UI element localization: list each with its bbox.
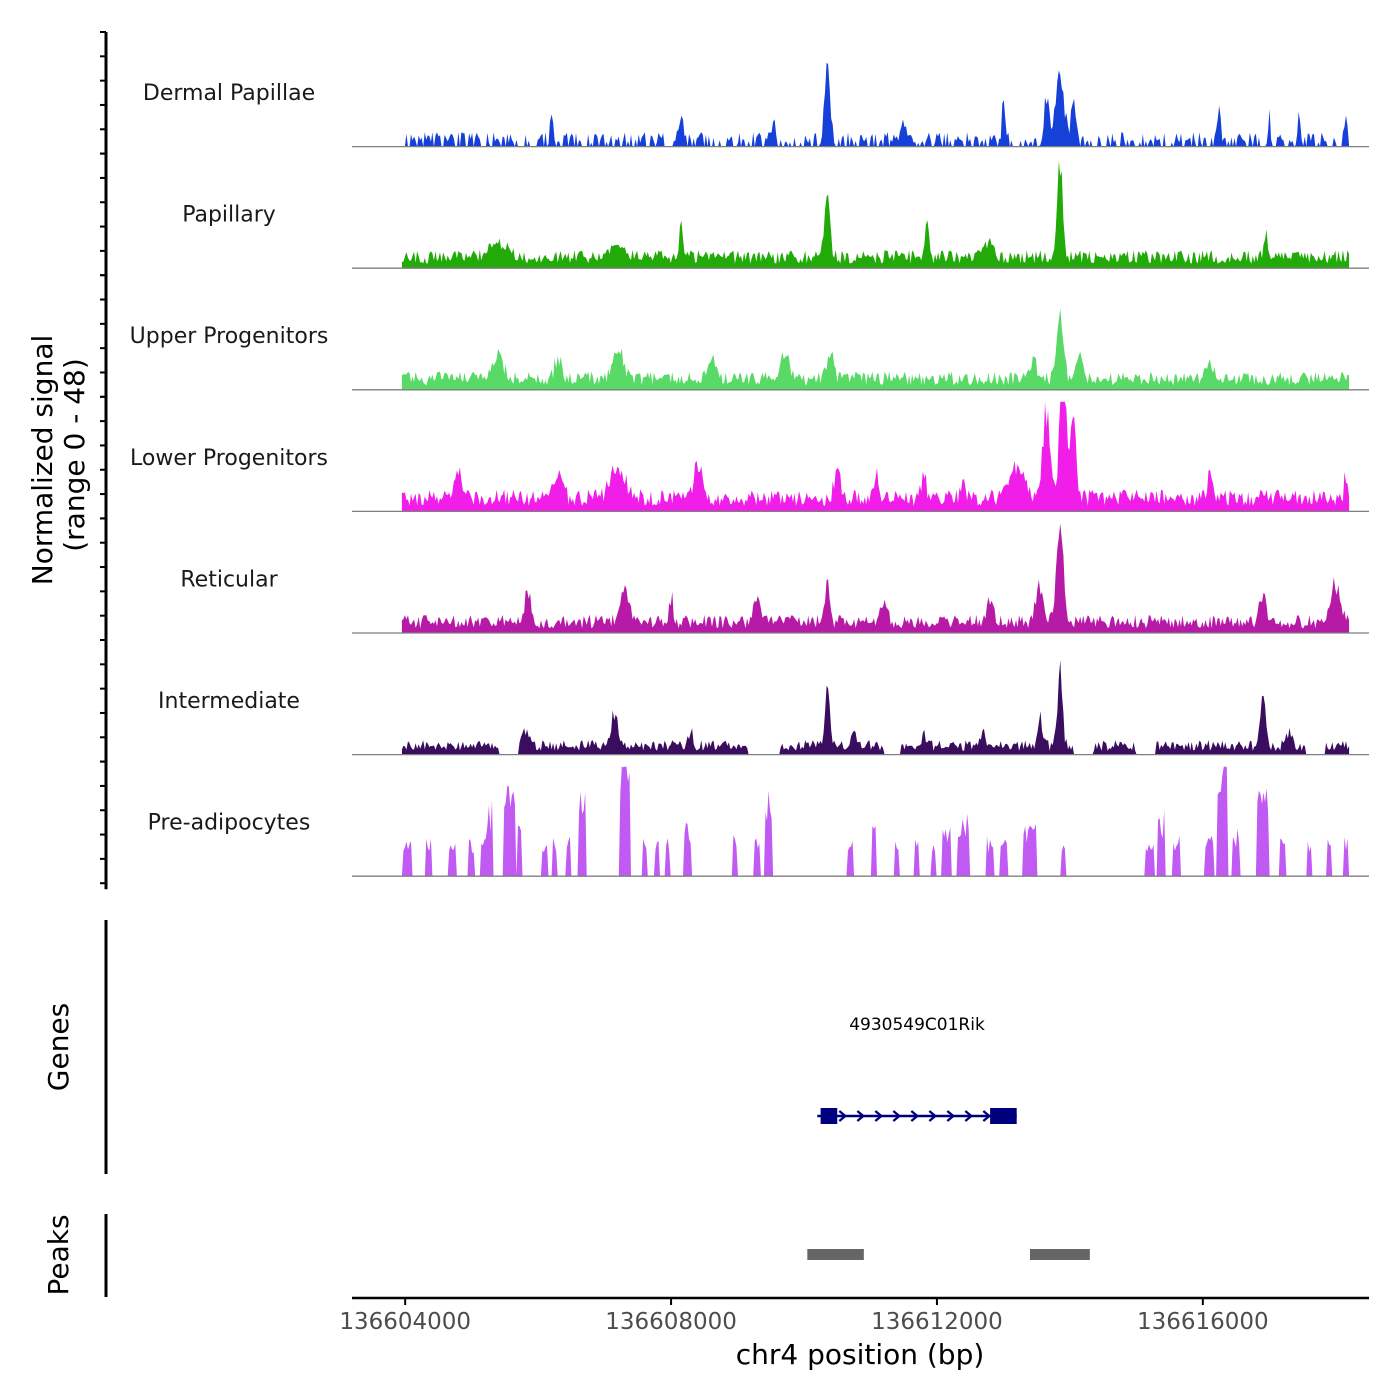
peak-region [807,1249,864,1260]
x-tick-label: 136604000 [339,1309,471,1335]
signal-area [401,401,1350,512]
x-tick-label: 136608000 [605,1309,737,1335]
gene-exon [820,1108,838,1124]
signal-area [401,308,1350,390]
track-label: Intermediate [158,689,300,714]
signal-area [401,62,1350,147]
strand-arrow [946,1110,956,1122]
track-label: Lower Progenitors [130,446,328,471]
peak-track [807,1249,1090,1260]
strand-arrow [856,1110,866,1122]
signal-area [401,523,1350,633]
track-label: Reticular [180,567,278,592]
x-tick-label: 136616000 [1137,1309,1269,1335]
x-axis-ticks: 136604000 136608000 136612000 136616000 [339,1298,1269,1335]
x-tick-label: 136612000 [871,1309,1003,1335]
strand-arrow [910,1110,920,1122]
gene-annotation-track: 4930549C01Rik [817,1015,1017,1124]
track-label: Dermal Papillae [143,81,315,106]
track-label: Upper Progenitors [130,324,329,349]
gene-exon [990,1108,1017,1124]
y-axis-range-label: (range 0 - 48) [58,358,91,552]
genes-panel-title: Genes [42,1003,75,1091]
strand-arrow [838,1110,848,1122]
peak-region [1030,1249,1090,1260]
strand-arrow [874,1110,884,1122]
track-label: Pre-adipocytes [148,811,311,836]
strand-arrow [982,1110,992,1122]
peaks-panel-title: Peaks [42,1214,75,1295]
x-axis-title: chr4 position (bp) [736,1338,985,1371]
strand-arrow [964,1110,974,1122]
gene-label: 4930549C01Rik [849,1015,985,1035]
strand-arrow [892,1110,902,1122]
signal-area [401,660,1350,755]
track-label: Papillary [182,203,276,228]
strand-arrow [928,1110,938,1122]
signal-area [401,766,1350,877]
signal-area [401,160,1350,269]
coverage-tracks: Dermal Papillae Papillary Upper Progenitor… [130,62,1369,877]
y-axis-title: Normalized signal [26,335,59,586]
coverage-y-axis [100,31,108,890]
